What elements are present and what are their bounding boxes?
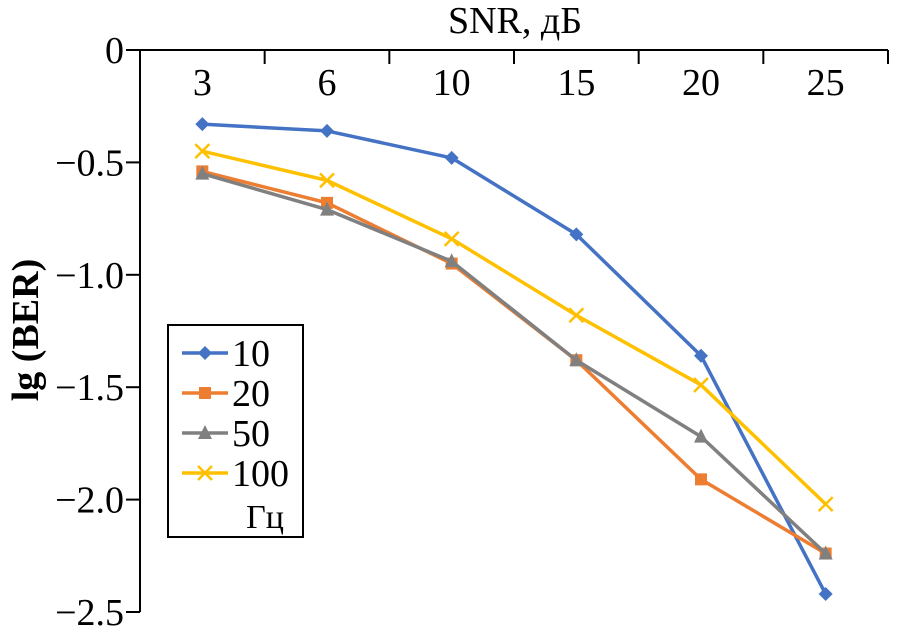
series-line [201, 149, 827, 506]
data-point [568, 307, 585, 324]
data-point [694, 428, 708, 443]
legend-label: 100 [232, 453, 289, 495]
plot-area: 0 −0.5 −1.0 −1.5 −2.0 −2.5 3 6 10 15 20 25 [55, 30, 889, 634]
data-point [444, 253, 459, 268]
data-point [194, 143, 211, 160]
data-point [693, 377, 709, 393]
data-point [694, 348, 708, 363]
series-line [202, 122, 828, 595]
data-point [320, 201, 334, 216]
data-point [818, 587, 833, 602]
series-50 [195, 165, 833, 560]
legend-label: 10 [232, 333, 270, 375]
data-point [319, 172, 335, 189]
legend-box [167, 324, 304, 538]
data-point [444, 150, 459, 165]
legend-label: 50 [232, 413, 270, 455]
series-10 [195, 117, 833, 602]
data-point [195, 165, 210, 180]
series-layer [194, 117, 834, 602]
legend-marker [198, 346, 212, 360]
legend-item: 10 [182, 333, 270, 375]
y-tick-label: −1.0 [55, 255, 124, 297]
x-tick-label: 15 [557, 62, 595, 104]
data-point [443, 230, 460, 247]
x-tick-label: 3 [193, 62, 212, 104]
legend-unit: Гц [246, 499, 284, 536]
data-point [569, 227, 584, 242]
legend-marker [197, 465, 213, 481]
y-tick-label: −2.5 [55, 592, 124, 634]
x-tick-label: 10 [433, 62, 471, 104]
legend-marker [199, 387, 211, 399]
legend-item: 100 [182, 453, 289, 495]
y-axis-title: lg (BER) [5, 259, 47, 402]
x-tick-label: 6 [318, 62, 337, 104]
data-point [695, 473, 707, 486]
data-point [569, 352, 584, 367]
y-tick-label: −0.5 [55, 142, 124, 184]
legend-marker [198, 425, 212, 439]
data-point [818, 545, 833, 560]
legend-item: 50 [182, 413, 270, 455]
y-ticks: 0 −0.5 −1.0 −1.5 −2.0 −2.5 [55, 30, 140, 634]
data-point [817, 496, 834, 512]
y-tick-label: −1.5 [55, 367, 124, 409]
series-100 [194, 143, 834, 512]
x-tick-label: 20 [682, 62, 720, 104]
data-point [320, 123, 334, 138]
legend-label: 20 [232, 373, 270, 415]
series-line [201, 171, 827, 555]
y-tick-label: 0 [105, 30, 124, 72]
y-tick-label: −2.0 [55, 480, 124, 522]
x-ticks: 3 6 10 15 20 25 [193, 50, 889, 104]
x-axis-title: SNR, дБ [448, 0, 582, 42]
x-tick-label: 25 [807, 62, 845, 104]
legend-item: 20 [182, 373, 270, 415]
data-point [195, 117, 210, 132]
